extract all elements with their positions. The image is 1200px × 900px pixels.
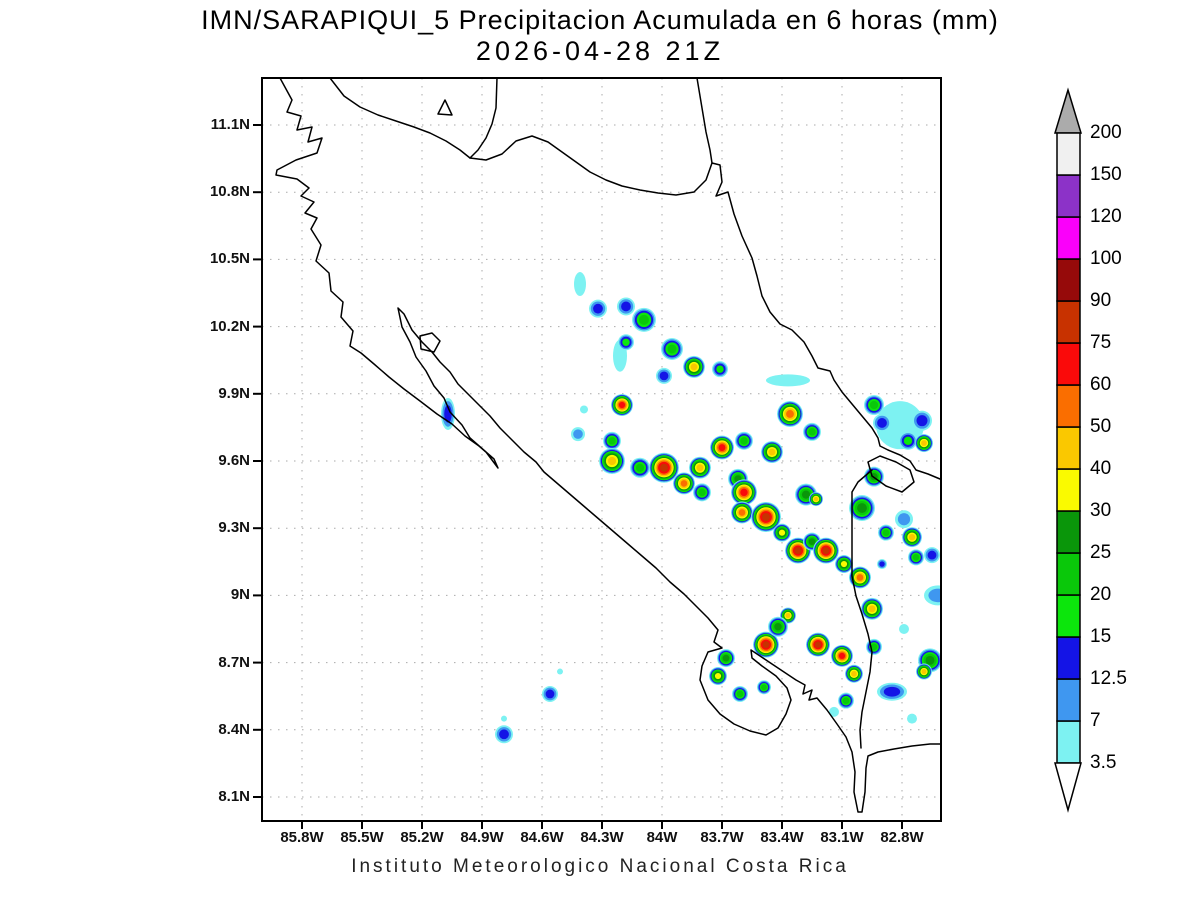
map-title: IMN/SARAPIQUI_5 Precipitacion Acumulada … xyxy=(201,5,999,35)
y-tick-label: 9.6N xyxy=(218,452,250,469)
colorbar xyxy=(1053,87,1083,813)
colorbar-tick-label: 50 xyxy=(1090,416,1112,437)
x-tick-label: 84W xyxy=(646,829,678,846)
x-tick-label: 84.9W xyxy=(460,829,504,846)
y-tick-label: 8.7N xyxy=(218,653,250,671)
y-tick-label: 11.1N xyxy=(210,116,250,133)
y-tick-label: 9.3N xyxy=(218,519,250,537)
coastline xyxy=(275,78,941,813)
x-tick-label: 83.4W xyxy=(760,829,804,846)
colorbar-tick-label: 100 xyxy=(1090,248,1122,269)
y-tick-label: 10.2N xyxy=(209,317,250,335)
colorbar-tick-label: 20 xyxy=(1090,584,1112,605)
x-tick-label: 85.2W xyxy=(400,829,444,846)
x-tick-label: 84.6W xyxy=(520,829,564,846)
colorbar-tick-label: 30 xyxy=(1090,500,1112,521)
colorbar-tick-label: 25 xyxy=(1090,542,1112,563)
colorbar-tick-label: 120 xyxy=(1090,206,1122,227)
y-tick-label: 8.1N xyxy=(218,788,250,805)
y-tick-label: 9.9N xyxy=(218,384,250,402)
footer-caption: Instituto Meteorologico Nacional Costa R… xyxy=(351,856,849,877)
map-subtitle: 2026-04-28 21Z xyxy=(475,36,725,66)
x-tick-label: 83.1W xyxy=(820,829,864,846)
y-tick-label: 10.8N xyxy=(209,183,250,201)
colorbar-tick-label: 150 xyxy=(1090,164,1122,185)
plot-border xyxy=(261,77,942,822)
colorbar-tick-label: 15 xyxy=(1090,626,1112,647)
x-tick-label: 85.8W xyxy=(280,829,324,846)
y-tick-label: 8.4N xyxy=(218,720,250,738)
y-tick-label: 9N xyxy=(230,586,250,604)
colorbar-tick-label: 60 xyxy=(1090,374,1112,395)
x-tick-label: 85.5W xyxy=(340,829,384,846)
colorbar-tick-label: 90 xyxy=(1090,290,1112,311)
colorbar-tick-label: 7 xyxy=(1090,710,1101,731)
colorbar-tick-label: 40 xyxy=(1090,458,1112,479)
x-tick-label: 83.7W xyxy=(700,829,744,846)
colorbar-tick-label: 200 xyxy=(1090,122,1122,143)
colorbar-tick-label: 75 xyxy=(1090,332,1112,353)
precipitation-shading xyxy=(441,272,941,744)
colorbar-tick-label: 12.5 xyxy=(1090,668,1127,689)
x-tick-label: 84.3W xyxy=(580,829,624,846)
colorbar-tick-label: 3.5 xyxy=(1090,752,1117,773)
grid-lines xyxy=(262,78,941,821)
x-tick-label: 82.8W xyxy=(880,829,924,846)
y-tick-label: 10.5N xyxy=(209,250,250,268)
axis-ticks xyxy=(253,124,903,829)
